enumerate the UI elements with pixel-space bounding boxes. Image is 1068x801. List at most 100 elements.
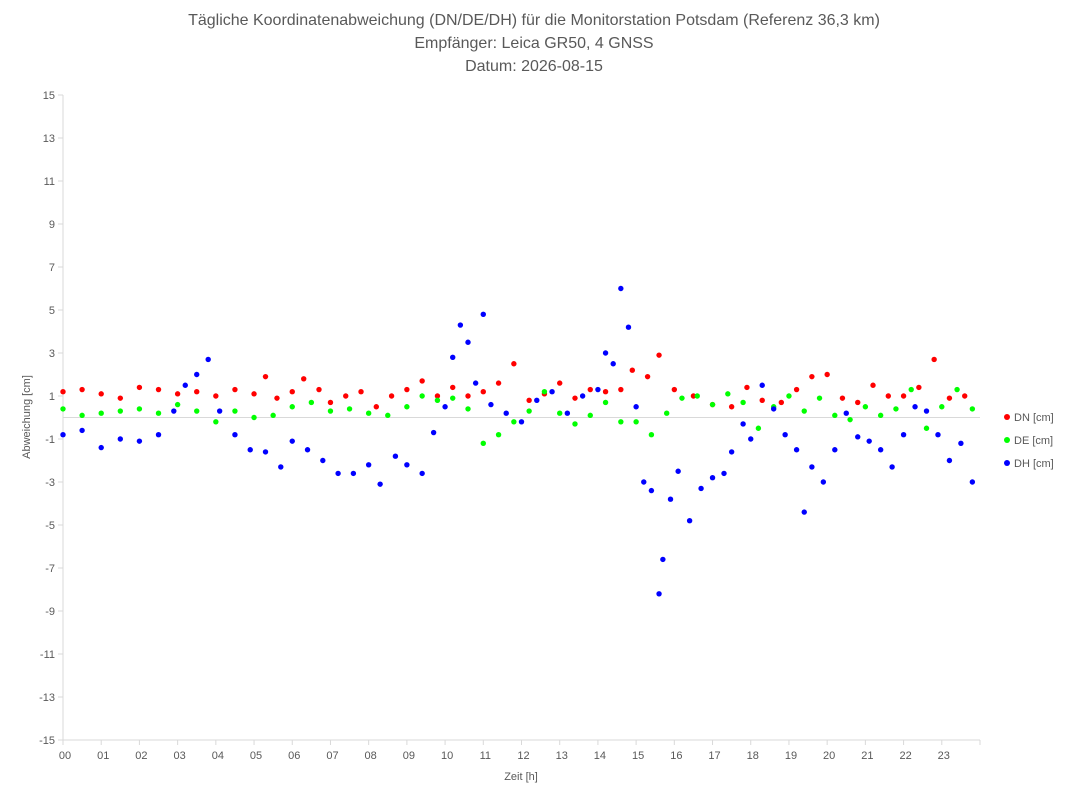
data-point <box>839 395 846 401</box>
data-point <box>667 496 674 502</box>
data-point <box>969 479 976 485</box>
data-point <box>480 389 486 395</box>
data-point <box>98 410 104 416</box>
data-point <box>450 384 456 391</box>
y-axis-label: Abweichung [cm] <box>21 375 33 459</box>
data-point <box>358 389 364 395</box>
data-point <box>572 395 578 401</box>
data-point <box>541 389 548 395</box>
data-point <box>335 470 341 477</box>
x-tick-label: 22 <box>899 750 911 762</box>
x-tick-label: 23 <box>938 750 950 762</box>
data-point <box>618 285 624 292</box>
x-tick-label: 12 <box>517 750 529 762</box>
y-tick-label: 5 <box>49 305 55 317</box>
data-point <box>641 479 647 485</box>
data-point <box>79 412 85 419</box>
data-point <box>824 371 830 378</box>
y-tick-label: 15 <box>43 90 55 102</box>
x-tick-label: 15 <box>632 750 644 762</box>
data-point <box>832 447 838 453</box>
data-point <box>262 449 269 455</box>
y-tick-label: 7 <box>49 262 55 274</box>
data-point <box>962 393 968 399</box>
data-point <box>855 434 861 440</box>
data-point <box>595 386 601 393</box>
data-point <box>923 408 930 414</box>
data-point <box>404 462 410 468</box>
data-point <box>388 393 395 399</box>
data-point <box>587 412 593 419</box>
data-point <box>847 416 853 423</box>
data-point <box>79 427 85 434</box>
y-tick-label: 13 <box>43 133 55 145</box>
data-point <box>278 464 284 470</box>
x-tick-label: 11 <box>480 750 491 762</box>
data-point <box>694 393 700 399</box>
data-point <box>885 393 891 399</box>
data-point <box>488 401 494 408</box>
x-tick-label: 08 <box>365 750 377 762</box>
x-tick-label: 21 <box>861 750 873 762</box>
data-point <box>472 380 479 386</box>
data-point <box>656 352 662 358</box>
data-point <box>889 464 895 470</box>
data-point <box>404 404 410 410</box>
data-point <box>373 404 380 410</box>
data-point <box>327 399 334 406</box>
data-point <box>572 421 578 427</box>
data-point <box>698 485 704 492</box>
data-point <box>419 378 425 384</box>
data-point <box>679 395 685 401</box>
data-point <box>782 432 788 438</box>
x-tick-label: 04 <box>212 750 224 762</box>
data-point <box>820 479 827 485</box>
data-point <box>365 462 372 468</box>
data-point <box>900 393 907 399</box>
data-point <box>690 393 697 399</box>
data-point <box>495 380 502 386</box>
data-point <box>60 389 66 395</box>
data-point <box>728 404 735 410</box>
y-tick-label: -13 <box>39 692 55 704</box>
data-point <box>350 470 357 477</box>
data-point <box>457 322 464 328</box>
data-point <box>969 406 976 412</box>
data-point <box>946 457 953 464</box>
data-point <box>465 339 471 345</box>
y-tick-label: 3 <box>49 348 55 360</box>
data-point <box>801 408 807 414</box>
data-point <box>923 425 930 431</box>
data-point <box>843 410 849 416</box>
data-point <box>709 475 716 481</box>
data-point <box>419 470 425 477</box>
data-point <box>377 481 383 487</box>
data-point <box>534 397 540 403</box>
chart-subtitle: Empfänger: Leica GR50, 4 GNSS <box>414 35 654 52</box>
data-point <box>495 432 502 438</box>
legend-marker <box>1004 460 1010 466</box>
data-point <box>786 393 792 399</box>
data-point <box>793 447 800 453</box>
data-point <box>912 404 918 410</box>
legend-label: DE [cm] <box>1014 435 1053 447</box>
data-point <box>304 447 311 453</box>
data-point <box>587 386 593 393</box>
data-point <box>816 395 823 401</box>
data-point <box>289 389 295 395</box>
data-point <box>251 414 257 421</box>
data-point <box>316 386 322 393</box>
y-tick-label: -11 <box>40 649 55 661</box>
data-point <box>557 410 563 416</box>
x-tick-label: 10 <box>441 750 453 762</box>
data-point <box>289 404 295 410</box>
data-point <box>465 406 471 412</box>
data-point <box>755 425 762 431</box>
data-point <box>155 432 162 438</box>
data-point <box>744 384 750 391</box>
data-point <box>174 391 181 397</box>
data-point <box>778 399 785 406</box>
data-point <box>770 406 777 412</box>
data-point <box>954 386 960 393</box>
